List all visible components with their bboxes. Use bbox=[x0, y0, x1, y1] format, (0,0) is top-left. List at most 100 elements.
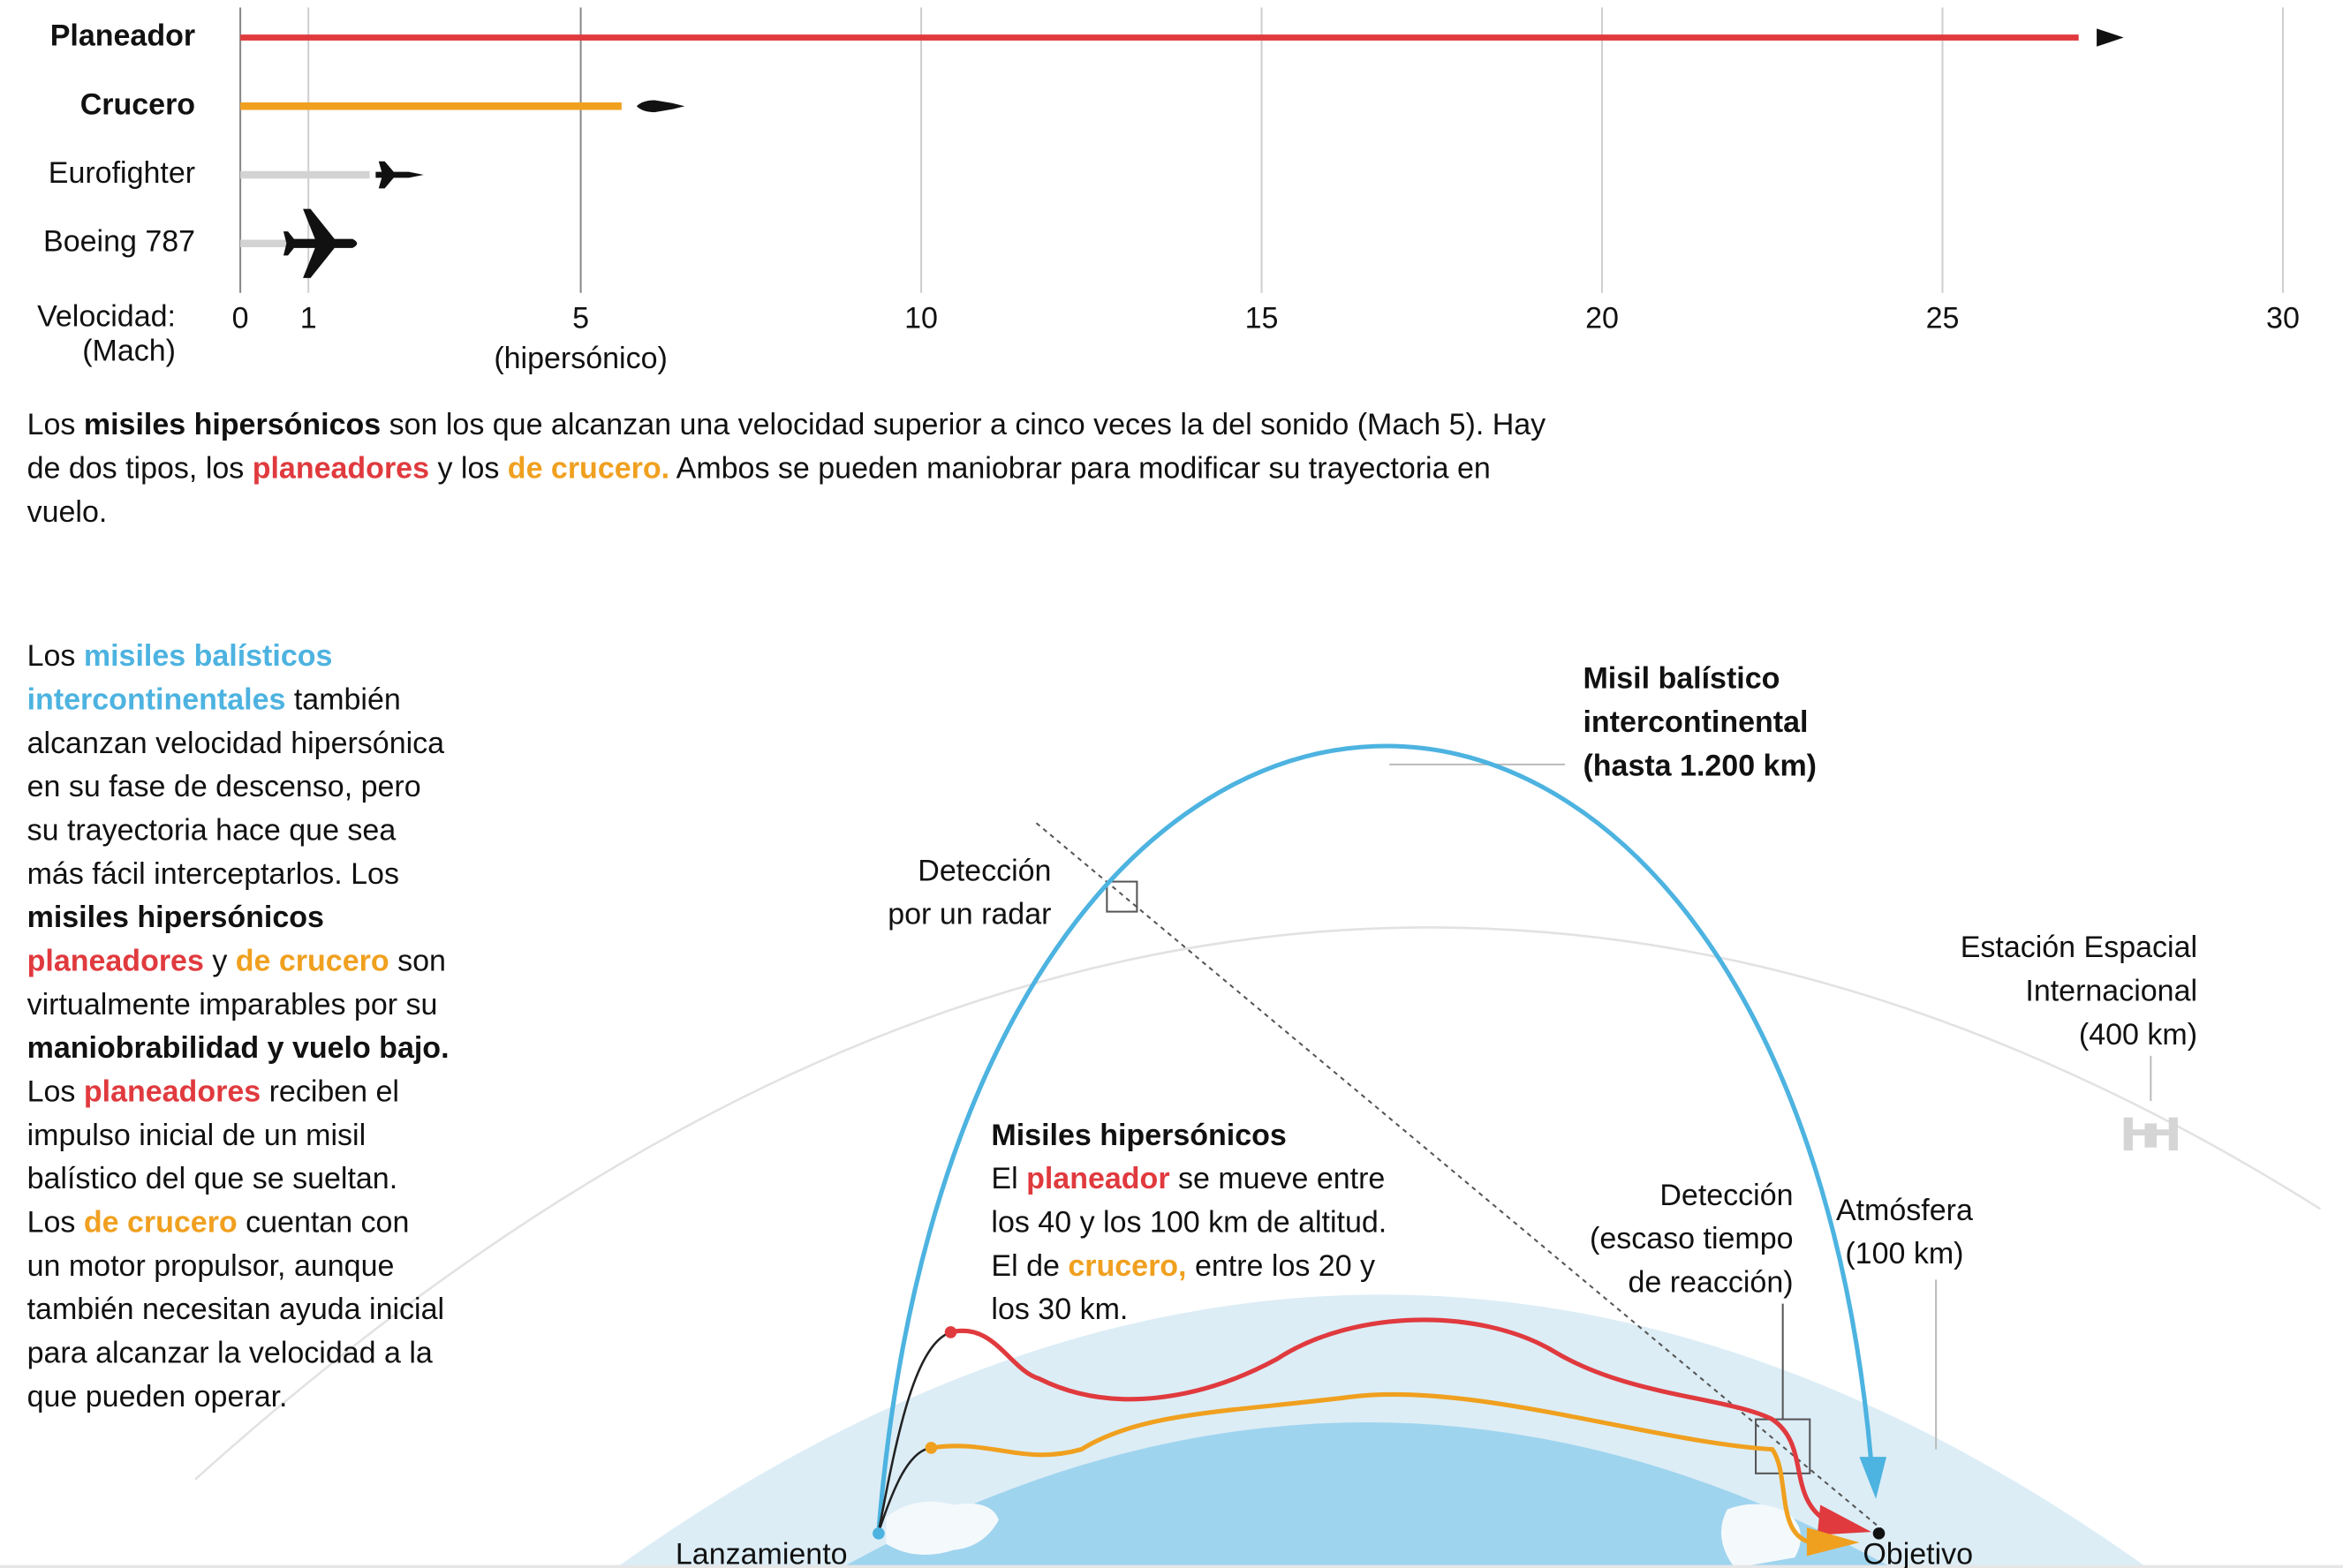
bar bbox=[240, 102, 622, 110]
y-tick-label: Crucero bbox=[80, 87, 195, 121]
text-run: de dos tipos, los bbox=[27, 451, 253, 485]
radar-label: por un radar bbox=[888, 898, 1051, 931]
boost-phase bbox=[877, 1331, 951, 1533]
launch-point bbox=[873, 1527, 885, 1540]
earth bbox=[841, 1421, 1893, 1568]
text-run: Los bbox=[27, 1205, 84, 1239]
atmosphere-label: Atmósfera bbox=[1836, 1194, 1973, 1227]
iss-label: (400 km) bbox=[2079, 1018, 2197, 1052]
sidebar-text: también necesitan ayuda inicial bbox=[27, 1293, 444, 1326]
text-run: los 40 y los 100 km de altitud. bbox=[991, 1205, 1387, 1239]
hypersonic-note: Misiles hipersónicos bbox=[991, 1119, 1286, 1152]
text-run: El de bbox=[991, 1249, 1068, 1283]
sidebar-text: más fácil interceptarlos. Los bbox=[27, 857, 399, 891]
detection-label: (escaso tiempo bbox=[1590, 1222, 1794, 1255]
text-run: Los bbox=[27, 408, 84, 441]
hypersonic-note: El de crucero, entre los 20 y bbox=[991, 1249, 1375, 1283]
iss-label: Estación Espacial bbox=[1961, 931, 2197, 964]
x-axis-label: Velocidad: bbox=[37, 300, 176, 334]
x-tick-label: 1 bbox=[300, 301, 317, 335]
target-label: Objetivo bbox=[1863, 1537, 1973, 1568]
intro-text: vuelo. bbox=[27, 495, 108, 529]
text-run: planeador bbox=[1026, 1162, 1169, 1195]
release-point bbox=[925, 1442, 938, 1454]
detection-label: Detección bbox=[1659, 1179, 1793, 1212]
iss-label: Internacional bbox=[2025, 974, 2197, 1007]
x-tick-label: 25 bbox=[1926, 301, 1960, 335]
icon bbox=[636, 100, 685, 113]
text-run: balístico del que se sueltan. bbox=[27, 1162, 398, 1195]
bar bbox=[240, 239, 289, 248]
sidebar-text: que pueden operar. bbox=[27, 1380, 288, 1413]
text-run: y bbox=[204, 944, 236, 977]
text-run: intercontinentales bbox=[27, 682, 286, 716]
hypersonic-note: El planeador se mueve entre bbox=[991, 1162, 1385, 1195]
text-run: maniobrabilidad y vuelo bajo. bbox=[27, 1031, 450, 1065]
text-run: de crucero bbox=[236, 944, 389, 977]
radar-label: Detección bbox=[918, 854, 1051, 887]
sidebar-text: misiles hipersónicos bbox=[27, 901, 324, 934]
text-run: misiles hipersónicos bbox=[84, 408, 381, 441]
text-run: en su fase de descenso, pero bbox=[27, 770, 421, 803]
text-run: se mueve entre bbox=[1170, 1162, 1386, 1195]
arrow-head bbox=[1806, 1527, 1860, 1557]
cruise-trajectory bbox=[931, 1391, 1812, 1545]
icbm-label: intercontinental bbox=[1583, 705, 1808, 739]
text-run: de crucero. bbox=[508, 451, 669, 485]
text-run: y los bbox=[429, 451, 508, 485]
bar bbox=[240, 34, 2079, 41]
text-run: Ambos se pueden maniobrar para modificar… bbox=[669, 451, 1491, 485]
text-run: para alcanzar la velocidad a la bbox=[27, 1336, 433, 1369]
text-run: reciben el bbox=[261, 1074, 399, 1108]
iss-orbit bbox=[194, 926, 2322, 1481]
text-run: también bbox=[285, 682, 400, 716]
x-tick-note: (hipersónico) bbox=[494, 342, 668, 375]
text-run: también necesitan ayuda inicial bbox=[27, 1293, 444, 1326]
sidebar-text: un motor propulsor, aunque bbox=[27, 1249, 395, 1283]
y-tick-label: Planeador bbox=[50, 19, 195, 53]
icbm-label: (hasta 1.200 km) bbox=[1583, 749, 1817, 782]
target-point bbox=[1872, 1527, 1886, 1540]
arrow-head bbox=[1817, 1504, 1871, 1535]
radar-line bbox=[1035, 822, 1886, 1533]
sidebar-text: Los de crucero cuentan con bbox=[27, 1205, 410, 1239]
text-run: impulso inicial de un misil bbox=[27, 1119, 367, 1152]
text-run: son los que alcanzan una velocidad super… bbox=[381, 408, 1546, 441]
text-run: Los bbox=[27, 1074, 84, 1108]
text-run: planeadores bbox=[27, 944, 204, 977]
x-tick-label: 15 bbox=[1245, 301, 1279, 335]
text-run: planeadores bbox=[253, 451, 429, 485]
icbm-label: Misil balístico bbox=[1583, 662, 1780, 696]
sidebar-text: su trayectoria hace que sea bbox=[27, 813, 397, 847]
x-tick-label: 30 bbox=[2266, 301, 2300, 335]
sidebar-text: Los misiles balísticos bbox=[27, 639, 333, 673]
icbm-trajectory bbox=[876, 743, 1874, 1533]
sidebar-text: en su fase de descenso, pero bbox=[27, 770, 421, 803]
x-tick-label: 10 bbox=[904, 301, 938, 335]
iss-icon bbox=[2123, 1117, 2178, 1151]
sidebar-text: impulso inicial de un misil bbox=[27, 1119, 367, 1152]
x-tick-label: 5 bbox=[572, 301, 589, 335]
atmosphere-label: (100 km) bbox=[1845, 1237, 1963, 1270]
bar bbox=[240, 170, 370, 179]
icon bbox=[283, 208, 358, 278]
continent bbox=[886, 1501, 999, 1556]
text-run: planeadores bbox=[84, 1074, 261, 1108]
y-tick-label: Eurofighter bbox=[49, 156, 195, 190]
text-run: misiles hipersónicos bbox=[27, 901, 324, 934]
text-run: su trayectoria hace que sea bbox=[27, 813, 397, 847]
text-run: Los bbox=[27, 639, 84, 673]
text-run: que pueden operar. bbox=[27, 1380, 288, 1413]
text-run: El bbox=[991, 1162, 1026, 1195]
text-run: un motor propulsor, aunque bbox=[27, 1249, 395, 1283]
text-run: cuentan con bbox=[238, 1205, 410, 1239]
sidebar-text: virtualmente imparables por su bbox=[27, 988, 438, 1021]
intro-text: Los misiles hipersónicos son los que alc… bbox=[27, 408, 1546, 441]
detection-box bbox=[1106, 880, 1138, 913]
intro-text: de dos tipos, los planeadores y los de c… bbox=[27, 451, 1491, 485]
sidebar-text: maniobrabilidad y vuelo bajo. bbox=[27, 1031, 450, 1065]
sidebar-text: planeadores y de crucero son bbox=[27, 944, 446, 977]
x-axis-label: (Mach) bbox=[82, 335, 176, 368]
text-run: entre los 20 y bbox=[1187, 1249, 1376, 1283]
